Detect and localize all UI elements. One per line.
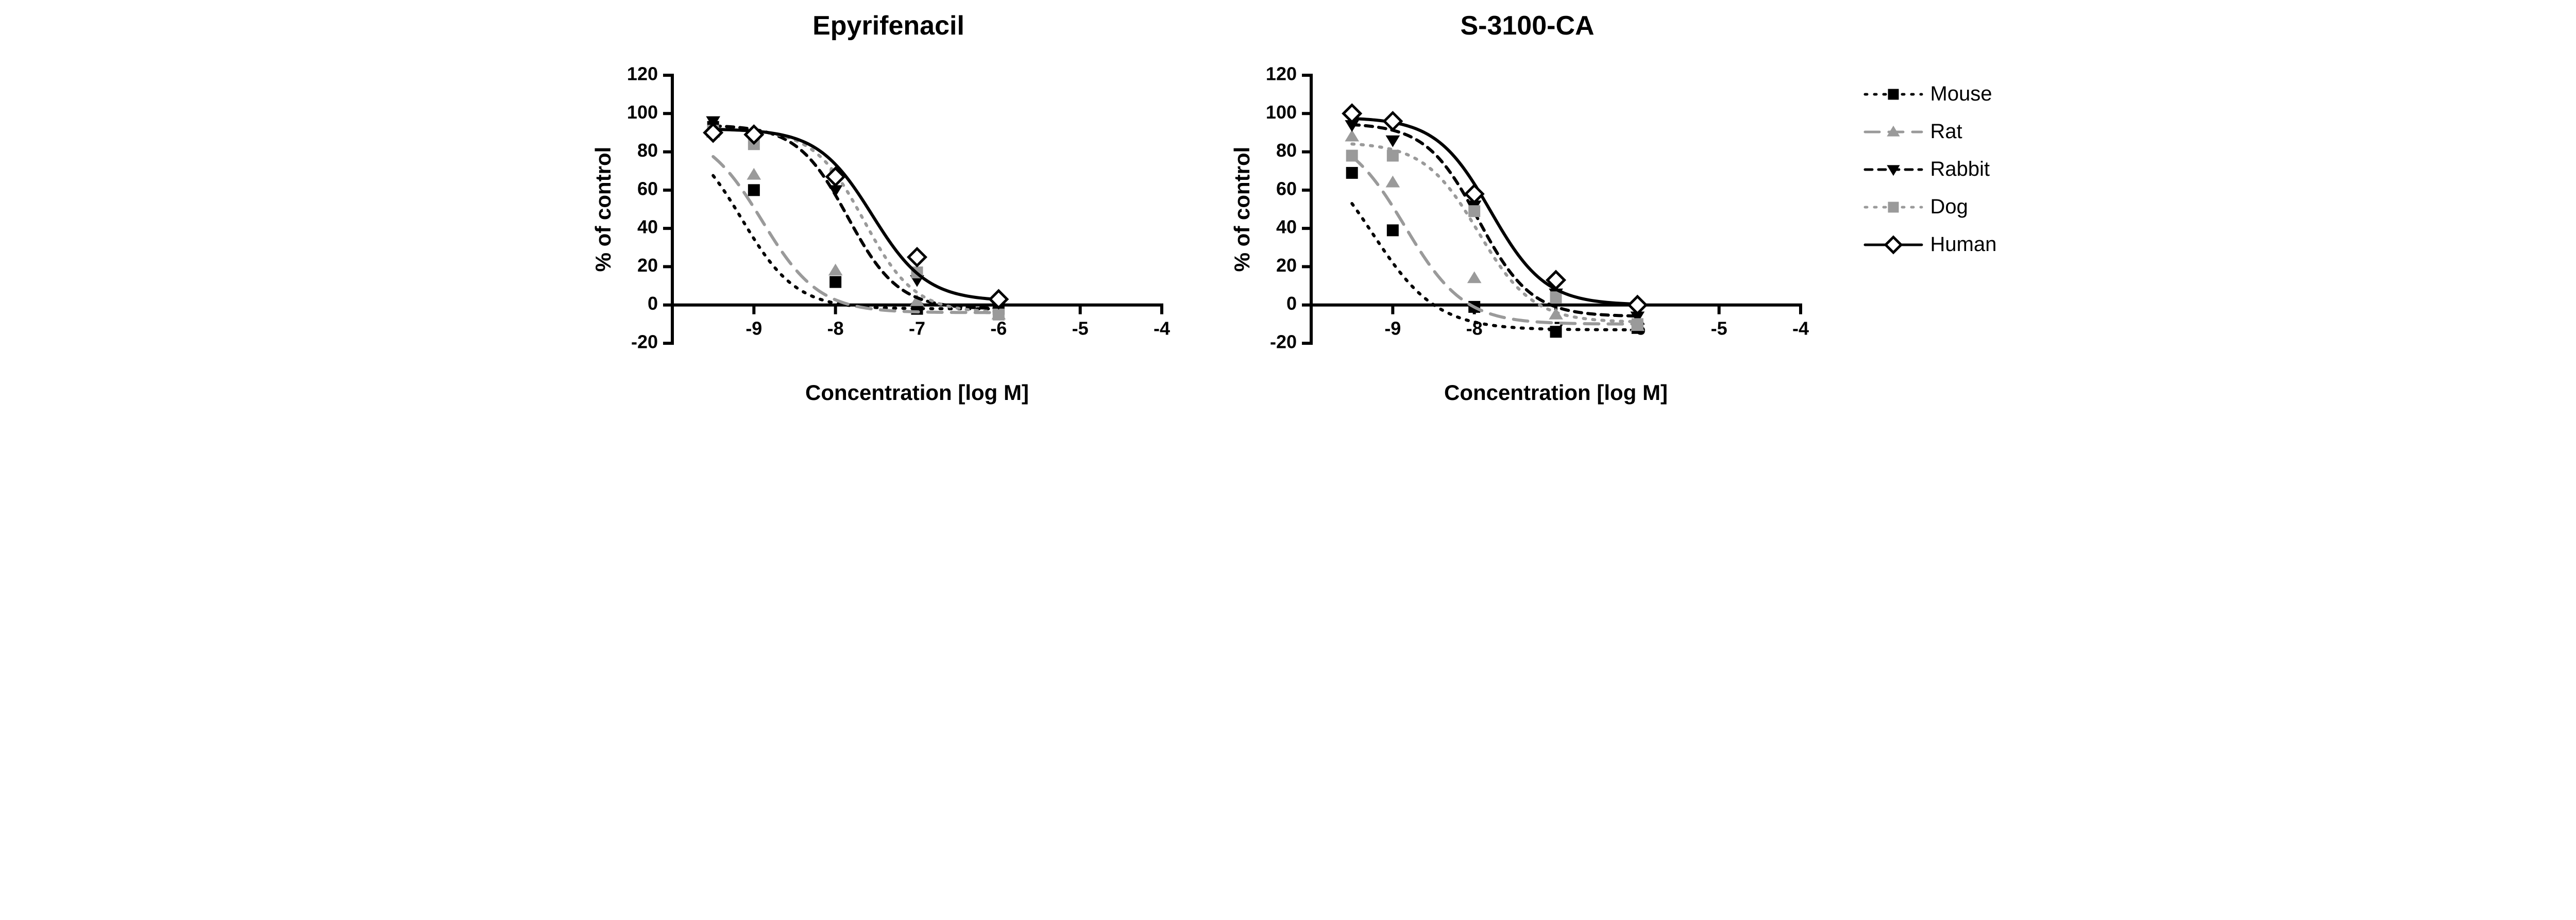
panel-s3100ca: S-3100-CA -20020406080100120-9-8-7-6-5-4… (1218, 10, 1837, 415)
legend-item-rabbit: Rabbit (1862, 158, 1997, 181)
data-point (1346, 150, 1358, 161)
legend-swatch (1862, 122, 1924, 142)
legend-swatch (1862, 235, 1924, 255)
legend-swatch (1862, 197, 1924, 218)
svg-text:-9: -9 (1384, 318, 1401, 339)
svg-text:80: 80 (1276, 140, 1296, 161)
svg-text:40: 40 (1276, 216, 1296, 238)
data-point (1550, 326, 1562, 338)
data-point (1386, 136, 1399, 146)
data-point (829, 276, 841, 288)
chart-svg-s3100ca: -20020406080100120-9-8-7-6-5-4% of contr… (1218, 44, 1837, 415)
legend-swatch (1862, 159, 1924, 180)
chart-svg-epyrifenacil: -20 0 20 40 60 80 100 120 -9 -8 -7 -6 -5 -4 % of contr… (580, 44, 1198, 415)
svg-text:-20: -20 (1269, 331, 1296, 353)
data-point (1468, 206, 1480, 217)
svg-text:100: 100 (626, 102, 657, 123)
data-point (1467, 272, 1481, 282)
svg-text:120: 120 (626, 63, 657, 85)
svg-text:60: 60 (637, 178, 657, 199)
data-point (1386, 176, 1399, 187)
legend-item-rat: Rat (1862, 120, 1997, 143)
svg-text:-5: -5 (1072, 318, 1088, 339)
y-axis-label: % of control (591, 147, 615, 272)
data-point (828, 186, 842, 196)
svg-text:60: 60 (1276, 178, 1296, 199)
legend-swatch (1862, 84, 1924, 105)
svg-text:100: 100 (1265, 102, 1296, 123)
legend-label: Mouse (1930, 82, 1992, 106)
svg-text:-20: -20 (631, 331, 657, 353)
svg-text:80: 80 (637, 140, 657, 161)
series-curve-mouse (1352, 204, 1637, 330)
svg-text:-6: -6 (990, 318, 1007, 339)
svg-text:-4: -4 (1792, 318, 1809, 339)
x-axis-label: Concentration [log M] (805, 380, 1029, 405)
data-point (747, 169, 760, 179)
svg-text:0: 0 (647, 293, 657, 314)
data-point (1384, 113, 1401, 130)
svg-text:0: 0 (1286, 293, 1296, 314)
svg-text:-9: -9 (745, 318, 762, 339)
svg-text:-5: -5 (1710, 318, 1727, 339)
data-point (828, 264, 842, 275)
data-point (908, 248, 925, 265)
legend: Mouse Rat Rabbit Dog Human (1862, 82, 1997, 256)
data-point (748, 185, 759, 196)
legend-item-dog: Dog (1862, 195, 1997, 219)
svg-text:-4: -4 (1154, 318, 1170, 339)
legend-item-mouse: Mouse (1862, 82, 1997, 106)
legend-item-human: Human (1862, 233, 1997, 256)
data-point (993, 309, 1004, 320)
svg-text:-7: -7 (909, 318, 925, 339)
svg-text:-8: -8 (827, 318, 843, 339)
x-axis-label: Concentration [log M] (1444, 380, 1668, 405)
svg-text:120: 120 (1265, 63, 1296, 85)
panel-title: Epyrifenacil (812, 10, 964, 41)
legend-label: Dog (1930, 195, 1968, 219)
data-point (1346, 167, 1358, 178)
svg-text:40: 40 (637, 216, 657, 238)
series-curve-dog (713, 129, 998, 312)
data-point (1629, 296, 1646, 313)
series-curve-human (713, 129, 998, 299)
data-point (1387, 225, 1398, 236)
panel-epyrifenacil: Epyrifenacil -20020406080100120-9-8-7-6-… (580, 10, 1198, 415)
panel-title: S-3100-CA (1460, 10, 1594, 41)
data-point (1550, 292, 1562, 303)
data-point (1387, 150, 1398, 161)
series-curve-rabbit (713, 126, 998, 308)
legend-label: Rat (1930, 120, 1962, 143)
svg-text:20: 20 (637, 255, 657, 276)
figure-root: Epyrifenacil -20020406080100120-9-8-7-6-… (0, 0, 2576, 421)
y-axis-label: % of control (1230, 147, 1254, 272)
svg-text:20: 20 (1276, 255, 1296, 276)
data-point (1632, 319, 1643, 330)
legend-label: Human (1930, 233, 1997, 256)
legend-label: Rabbit (1930, 158, 1990, 181)
